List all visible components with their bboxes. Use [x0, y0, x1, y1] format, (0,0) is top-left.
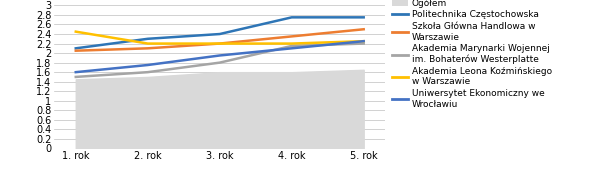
Legend: Ogółem, Politechnika Częstochowska, Szkoła Główna Handlowa w
Warszawie, Akademia: Ogółem, Politechnika Częstochowska, Szko…	[392, 0, 552, 109]
